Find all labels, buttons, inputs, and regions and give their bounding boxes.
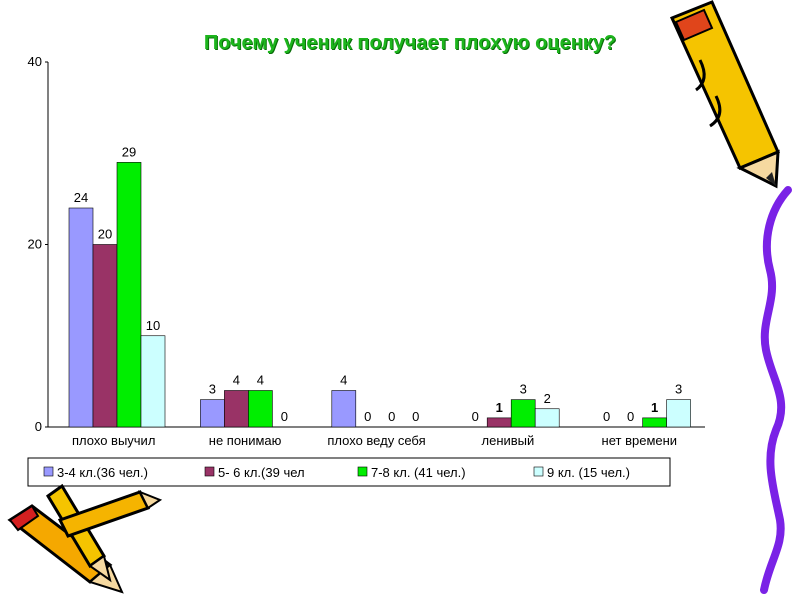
data-label: 29 bbox=[122, 144, 136, 159]
data-label: 3 bbox=[520, 382, 527, 397]
data-label: 4 bbox=[340, 373, 347, 388]
legend-box bbox=[27, 457, 671, 487]
bar bbox=[510, 399, 536, 428]
legend-entry: 3-4 кл.(36 чел.) bbox=[57, 465, 148, 480]
chart-title: Почему ученик получает плохую оценку? bbox=[203, 32, 617, 54]
data-label: 20 bbox=[98, 227, 112, 242]
category-labels: плохо выучил не понимаю плохо веду себя лен… bbox=[72, 433, 677, 448]
data-label: 10 bbox=[146, 318, 160, 333]
legend-swatch bbox=[43, 466, 54, 477]
bar bbox=[666, 399, 691, 428]
data-label: 0 bbox=[281, 409, 288, 424]
crayon-top-right-icon bbox=[669, 0, 780, 189]
data-label: 4 bbox=[233, 373, 240, 388]
bar bbox=[140, 335, 166, 428]
legend-entry: 7-8 кл. (41 чел.) bbox=[371, 465, 466, 480]
bars bbox=[68, 162, 691, 428]
legend-entry: 9 кл. (15 чел.) bbox=[547, 465, 630, 480]
data-label: 24 bbox=[74, 190, 88, 205]
data-label: 0 bbox=[472, 409, 479, 424]
data-label: 0 bbox=[388, 409, 395, 424]
crayons-bottom-left-icon bbox=[7, 483, 163, 594]
bar bbox=[224, 390, 249, 428]
purple-squiggle-icon bbox=[760, 186, 792, 594]
y-tick-labels: 0 20 40 bbox=[28, 54, 42, 434]
data-label: 4 bbox=[257, 373, 264, 388]
legend: 3-4 кл.(36 чел.) 5- 6 кл.(39 чел 7-8 кл. (… bbox=[27, 457, 671, 487]
legend-swatch bbox=[533, 466, 544, 477]
data-label: 0 bbox=[364, 409, 371, 424]
category-label: плохо выучил bbox=[72, 433, 155, 448]
data-label: 1 bbox=[496, 400, 503, 415]
bar bbox=[534, 408, 560, 428]
data-label: 1 bbox=[651, 400, 658, 415]
y-tick-label: 20 bbox=[28, 237, 42, 252]
bar bbox=[331, 390, 357, 428]
data-label: 2 bbox=[544, 391, 551, 406]
data-label: 0 bbox=[627, 409, 634, 424]
bar bbox=[92, 244, 118, 428]
bar bbox=[116, 162, 142, 428]
y-tick-label: 40 bbox=[28, 54, 42, 69]
bar bbox=[248, 390, 273, 428]
legend-swatch bbox=[357, 466, 368, 477]
bar bbox=[200, 399, 225, 428]
legend-swatch bbox=[204, 466, 215, 477]
y-tick-label: 0 bbox=[35, 419, 42, 434]
data-label: 3 bbox=[209, 382, 216, 397]
data-label: 0 bbox=[603, 409, 610, 424]
data-label: 0 bbox=[412, 409, 419, 424]
category-label: плохо веду себя bbox=[327, 433, 425, 448]
data-label: 3 bbox=[675, 382, 682, 397]
category-label: нет времени bbox=[602, 433, 678, 448]
category-label: не понимаю bbox=[209, 433, 282, 448]
category-label: ленивый bbox=[482, 433, 535, 448]
legend-entry: 5- 6 кл.(39 чел bbox=[218, 465, 305, 480]
